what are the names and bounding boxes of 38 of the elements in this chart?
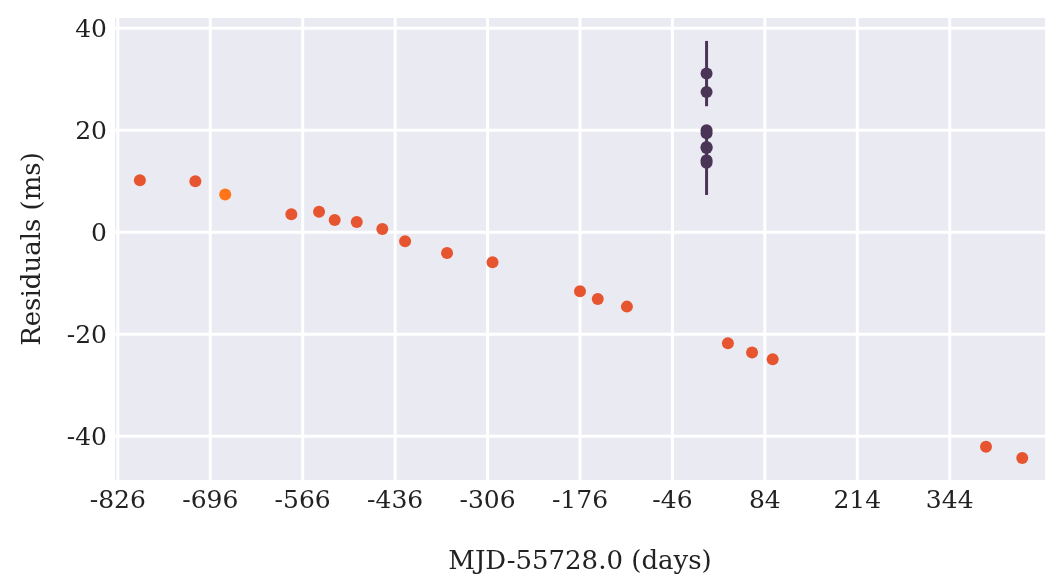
point xyxy=(766,353,779,366)
point xyxy=(700,67,713,80)
x-tick-label: -566 xyxy=(274,485,331,514)
y-tick-label: -40 xyxy=(66,421,107,451)
point xyxy=(219,188,232,201)
x-tick-label: -826 xyxy=(89,485,146,514)
point xyxy=(721,337,734,350)
point xyxy=(486,256,499,269)
y-tick-label: 40 xyxy=(75,13,107,43)
y-axis-title: Residuals (ms) xyxy=(16,152,46,346)
x-tick-label: 84 xyxy=(748,485,781,514)
point xyxy=(328,213,341,226)
point xyxy=(133,174,146,187)
point xyxy=(285,208,298,221)
point xyxy=(574,285,586,298)
point xyxy=(376,223,389,236)
point xyxy=(399,235,412,248)
point xyxy=(591,292,604,305)
point xyxy=(620,300,633,313)
x-tick-label: 344 xyxy=(925,485,974,514)
point xyxy=(1016,452,1029,465)
point xyxy=(700,85,713,98)
x-axis-title: MJD-55728.0 (days) xyxy=(448,545,712,575)
point xyxy=(979,440,992,453)
point xyxy=(313,205,326,218)
y-tick-label: -20 xyxy=(66,319,107,349)
x-tick-label: -176 xyxy=(551,485,609,514)
point xyxy=(189,175,202,188)
x-tick-label: -696 xyxy=(182,485,239,514)
point xyxy=(350,215,363,228)
point xyxy=(746,346,759,359)
x-tick-label: -306 xyxy=(459,485,516,514)
x-tick-label: 214 xyxy=(833,485,882,514)
x-tick-label: -46 xyxy=(652,485,693,514)
x-tick-label: -436 xyxy=(367,485,424,514)
y-tick-label: 0 xyxy=(91,217,107,247)
y-tick-label: 20 xyxy=(75,115,107,145)
point xyxy=(441,247,454,260)
